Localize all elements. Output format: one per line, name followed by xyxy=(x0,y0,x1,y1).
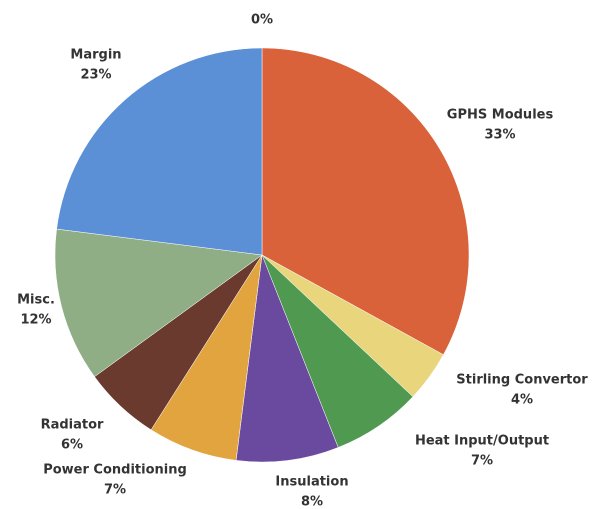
slice-label: GPHS Modules xyxy=(447,108,554,123)
slice-label: Misc. xyxy=(17,293,55,308)
slice-value: 6% xyxy=(61,438,83,453)
pie-slice xyxy=(235,254,339,463)
slice-value: 7% xyxy=(471,454,493,469)
slice-value: 12% xyxy=(20,313,51,328)
slice-label: Power Conditioning xyxy=(43,463,187,478)
slice-value: 4% xyxy=(511,393,533,408)
slice-label: Heat Input/Output xyxy=(415,434,549,449)
slice-label: Margin xyxy=(70,48,121,63)
slice-value: 7% xyxy=(104,483,126,498)
slice-value: 8% xyxy=(301,495,323,509)
pie-slice xyxy=(54,228,263,378)
slice-label: Insulation xyxy=(275,475,348,490)
pie-slice xyxy=(261,47,470,356)
slice-value: 23% xyxy=(80,68,111,83)
slice-label: Radiator xyxy=(41,418,104,433)
pie-slice xyxy=(56,47,263,256)
slice-label: Stirling Convertor xyxy=(456,373,588,388)
slice-value: 0% xyxy=(251,13,273,28)
slice-value: 33% xyxy=(484,128,515,143)
